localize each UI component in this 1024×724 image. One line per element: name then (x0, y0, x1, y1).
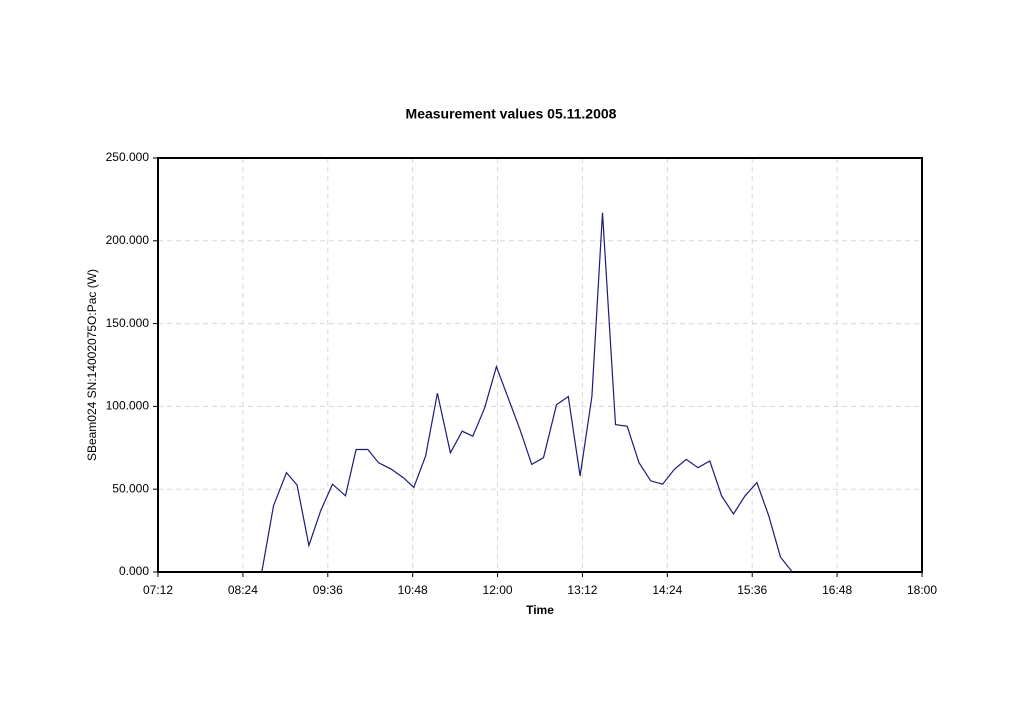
y-tick-label: 0.000 (119, 564, 149, 578)
x-tick-label: 12:00 (483, 583, 513, 597)
y-tick-label: 150.000 (106, 316, 150, 330)
chart-title: Measurement values 05.11.2008 (406, 106, 617, 122)
plot-frame (157, 157, 923, 573)
y-axis-title: SBeam024 SN:14002075O:Pac (W) (85, 269, 99, 461)
y-tick-label: 50.000 (112, 481, 149, 495)
x-tick-label: 13:12 (567, 583, 597, 597)
x-tick-label: 09:36 (313, 583, 343, 597)
x-axis-title: Time (526, 603, 554, 617)
x-tick-label: 18:00 (907, 583, 937, 597)
x-tick-label: 15:36 (737, 583, 767, 597)
x-tick-label: 16:48 (822, 583, 852, 597)
y-tick-label: 100.000 (106, 399, 150, 413)
x-tick-label: 07:12 (143, 583, 173, 597)
data-line (261, 212, 793, 573)
y-tick-label: 250.000 (106, 150, 150, 164)
x-tick-label: 08:24 (228, 583, 258, 597)
x-tick-label: 10:48 (398, 583, 428, 597)
x-tick-label: 14:24 (652, 583, 682, 597)
y-tick-label: 200.000 (106, 233, 150, 247)
